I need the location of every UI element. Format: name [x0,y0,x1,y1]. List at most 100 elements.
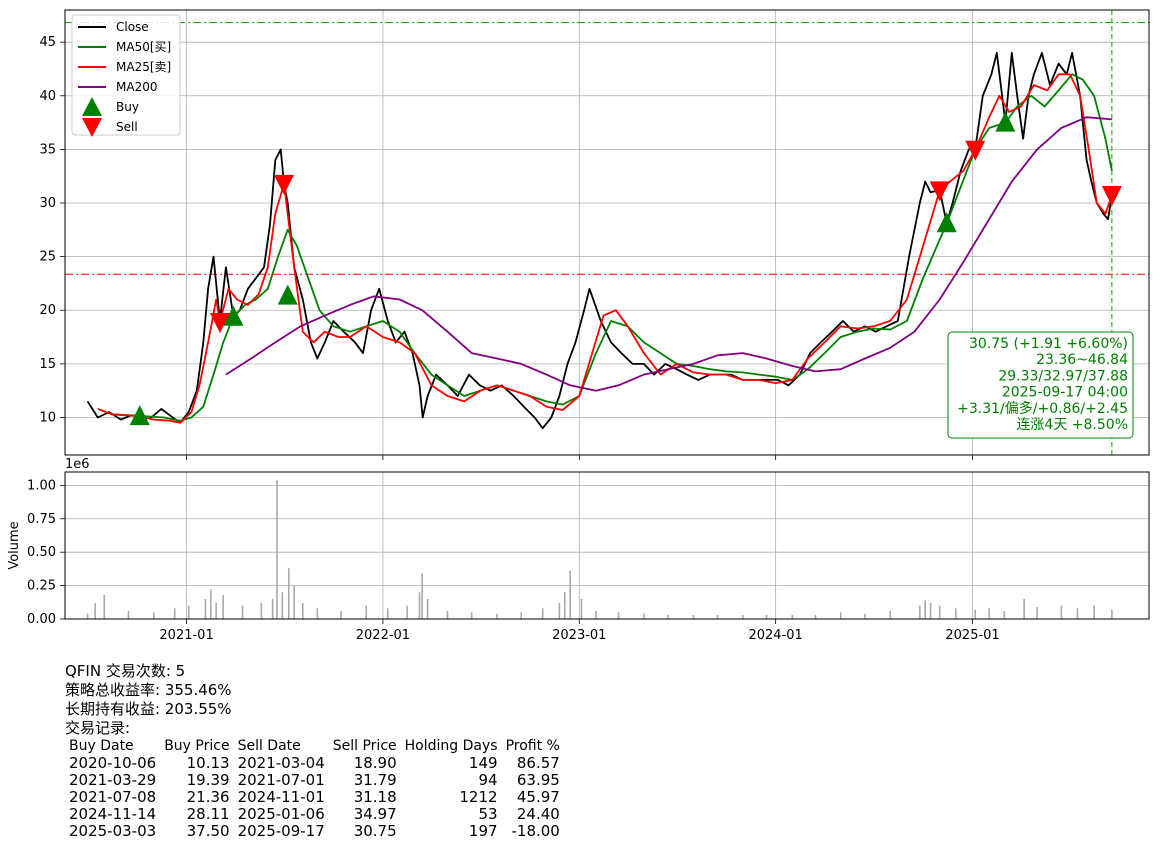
cell-profit: 24.40 [516,805,560,823]
volume-bar [215,602,217,619]
cell-profit: 86.57 [516,754,560,772]
xtick-label: 2024-01 [748,628,802,643]
cell-buy-date: 2020-10-06 [69,754,157,772]
buy-marker [277,284,298,305]
cell-buy-price: 10.13 [186,754,230,772]
volume-bar [889,610,892,619]
legend: Close MA50[买] MA25[卖] MA200 Buy Sell [71,14,181,137]
volume-bar [406,605,408,619]
header-buy-price: Buy Price [164,738,230,754]
legend-ma50-label: MA50[买] [116,40,171,54]
volume-bar [86,613,89,619]
volume-bar [204,598,207,619]
info-line: 23.36~46.84 [1036,352,1128,368]
volume-bar [667,614,669,619]
info-box-frame [947,331,1134,439]
volume-bar [839,612,842,619]
volume-bar [955,608,957,619]
volume-bar [103,594,106,619]
table-row: 2025-03-03 37.50 2025-09-17 30.75 197 -1… [65,823,564,840]
xtick-label: 2021-01 [159,628,213,643]
cell-buy-date: 2024-11-14 [69,805,157,823]
cell-buy-price: 28.11 [186,805,230,823]
xtick-label: 2023-01 [552,628,606,643]
buy-marker [936,212,957,233]
volume-bar [791,614,794,619]
legend-sell-label: Sell [116,120,138,134]
sell-marker [273,174,294,195]
trade-count: QFIN 交易次数: 5 [65,662,186,680]
volume-bar [864,613,866,619]
volume-bar [919,605,921,619]
buy-marker [223,305,244,326]
cell-buy-price: 19.39 [186,771,230,789]
volume-ytick-label: 1.00 [27,478,56,493]
buy-marker [129,405,150,426]
info-line: 连涨4天 +8.50% [1016,417,1128,433]
cell-sell-price: 34.97 [353,805,397,823]
volume-bar [1003,610,1006,619]
volume-ylabel: Volume [7,521,22,569]
volume-bar [340,610,342,619]
header-holding-days: Holding Days [404,738,498,754]
cell-holding-days: 197 [468,822,498,840]
header-buy-date: Buy Date [69,738,134,754]
buy-marker [995,111,1016,132]
xtick-label: 2025-01 [945,628,999,643]
header-profit: Profit % [505,738,560,754]
sell-marker [929,181,950,202]
legend-sell-swatch [82,118,102,137]
stats-block: QFIN 交易次数: 5 策略总收益率: 355.46% 长期持有收益: 203… [65,662,564,840]
volume-bar [293,585,295,619]
volume-bar [426,598,429,619]
volume-bar [94,602,96,619]
header-sell-price: Sell Price [332,738,397,754]
sell-marker [965,140,986,161]
chart-canvas: 10 15 20 25 30 35 40 45 Close MA50[买] MA25[卖] MA200… [7,9,1150,643]
legend-buy-label: Buy [116,100,139,114]
price-axes-frame [64,9,1150,456]
header-sell-date: Sell Date [237,738,301,754]
info-line: 30.75 (+1.91 +6.60%) [969,336,1128,352]
cell-sell-price: 18.90 [353,754,397,772]
cell-sell-date: 2024-11-01 [237,788,325,806]
cell-buy-price: 21.36 [186,788,230,806]
volume-bar [1093,605,1095,619]
volume-bar [470,612,473,619]
legend-close-label: Close [116,20,149,34]
volume-bar [643,613,645,619]
table-row: 2020-10-06 10.13 2021-03-04 18.90 149 86… [65,755,564,772]
info-box: 30.75 (+1.91 +6.60%)23.36~46.8429.33/32.… [947,331,1134,439]
volume-bar [241,605,244,619]
ma200-line [225,116,1112,392]
volume-bar [152,612,155,619]
volume-bar [287,568,290,619]
volume-bar [127,610,130,619]
trades-table: Buy Date Buy Price Sell Date Sell Price … [65,738,564,840]
volume-bar [222,594,224,619]
price-ytick-label: 40 [39,89,56,104]
volume-bar [209,589,212,619]
price-ytick-label: 10 [39,410,56,425]
volume-bar [938,605,941,619]
volume-bar [421,573,424,619]
volume-exponent-label: 1e6 [65,457,90,472]
table-row: 2024-11-14 28.11 2025-01-06 34.97 53 24.… [65,806,564,823]
volume-bar [386,608,389,619]
volume-bar [692,614,695,619]
volume-bar [569,570,571,619]
info-line: 29.33/32.97/37.88 [998,368,1128,384]
volume-bar [580,598,583,619]
legend-buy-swatch [82,97,102,116]
sell-marker [1101,185,1122,206]
volume-bar [365,605,368,619]
volume-bar [742,614,744,619]
volume-bar [929,602,932,619]
price-ytick-label: 35 [39,142,56,157]
volume-bar [271,598,274,619]
cell-buy-date: 2021-07-08 [69,788,157,806]
volume-bar [1036,606,1038,619]
price-ytick-label: 15 [39,357,56,372]
legend-box [71,14,181,136]
trades-header-row: Buy Date Buy Price Sell Date Sell Price … [65,738,564,755]
